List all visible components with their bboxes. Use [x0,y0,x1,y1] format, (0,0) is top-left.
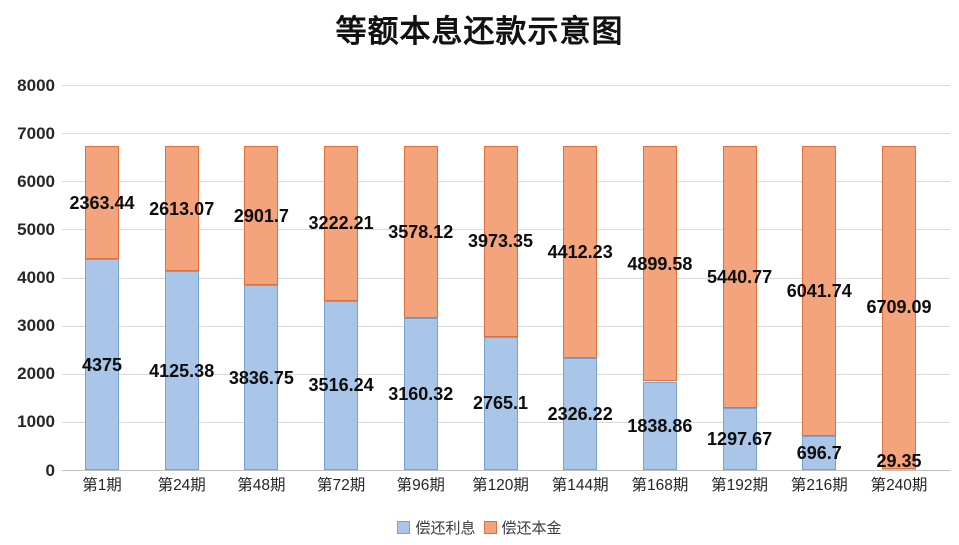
bar-segment-interest [483,336,518,470]
x-axis-category-label: 第120期 [472,477,529,494]
data-label-interest: 1838.86 [627,415,693,436]
gridline [62,133,950,135]
bar-segment-interest [85,259,119,470]
y-axis-tick-label: 7000 [17,123,55,143]
data-label-interest: 2765.1 [472,393,529,414]
y-axis-tick-label: 6000 [17,171,55,191]
bar-segment-interest [882,468,916,470]
chart-legend: 偿还利息 偿还本金 [0,517,959,538]
chart-title: 等额本息还款示意图 [335,14,624,49]
y-axis-tick-label: 3000 [17,316,55,336]
bar-segment-interest [563,358,598,470]
gridline [62,85,950,86]
legend-item-principal: 偿还本金 [483,517,562,538]
data-label-principal: 6709.09 [866,297,932,318]
y-axis-tick-label: 0 [45,460,55,480]
principal-swatch-icon [483,521,497,534]
legend-label-interest: 偿还利息 [415,520,476,537]
bar-segment-principal [483,145,518,337]
bar-segment-principal [244,145,279,286]
x-axis-category-label: 第240期 [870,477,928,494]
bar-segment-interest [722,407,757,470]
bar-segment-interest [164,271,199,470]
data-label-principal: 3222.21 [308,213,374,234]
bar-segment-interest [802,436,837,470]
bar-segment-interest [642,381,677,470]
x-axis-category-label: 第1期 [82,477,122,494]
data-label-principal: 6041.74 [786,281,852,302]
data-label-interest: 2326.22 [547,404,613,425]
y-axis-tick-label: 8000 [17,75,55,95]
x-axis-category-label: 第96期 [396,477,445,494]
bar-segment-principal [802,145,837,437]
data-label-interest: 3516.24 [308,375,374,396]
bar-segment-principal [324,145,359,301]
x-axis-category-label: 第144期 [551,477,609,494]
bar-segment-interest [244,285,279,470]
y-axis-tick-label: 1000 [17,412,55,432]
bar-segment-principal [164,145,199,272]
data-label-principal: 4899.58 [627,253,693,274]
data-label-interest: 3160.32 [388,383,454,404]
x-axis-category-label: 第24期 [157,477,206,494]
legend-label-principal: 偿还本金 [501,520,562,537]
y-axis-tick-label: 2000 [17,364,55,384]
bar-segment-interest [403,317,438,470]
x-axis-category-label: 第48期 [237,477,286,494]
bar-segment-principal [563,145,598,359]
x-axis-category-label: 第192期 [711,477,769,494]
data-label-interest: 3836.75 [228,367,294,388]
interest-swatch-icon [397,521,411,534]
data-label-interest: 4125.38 [149,360,215,381]
data-label-principal: 5440.77 [707,266,773,287]
data-label-principal: 2613.07 [149,198,215,219]
bar-segment-interest [324,300,359,470]
bar-segment-principal [882,145,916,469]
x-axis-line [62,470,950,471]
data-label-principal: 2901.7 [233,205,289,226]
bar-segment-principal [85,145,119,260]
data-label-interest: 1297.67 [707,428,773,449]
data-label-principal: 3578.12 [388,221,454,242]
data-label-principal: 4412.23 [547,241,613,262]
data-label-interest: 29.35 [876,451,922,471]
data-label-interest: 696.7 [796,443,842,464]
bar-segment-principal [642,145,677,382]
y-axis-tick-label: 5000 [17,219,55,239]
bar-segment-principal [403,145,438,318]
y-axis-tick-label: 4000 [17,268,55,287]
x-axis-category-label: 第72期 [316,477,366,494]
legend-item-interest: 偿还利息 [397,517,476,538]
x-axis-category-label: 第168期 [631,477,689,494]
x-axis-category-label: 第216期 [790,477,848,494]
bar-segment-principal [722,145,757,408]
data-label-principal: 3973.35 [467,231,534,252]
data-label-interest: 4375 [81,354,123,375]
data-label-principal: 2363.44 [69,192,135,213]
